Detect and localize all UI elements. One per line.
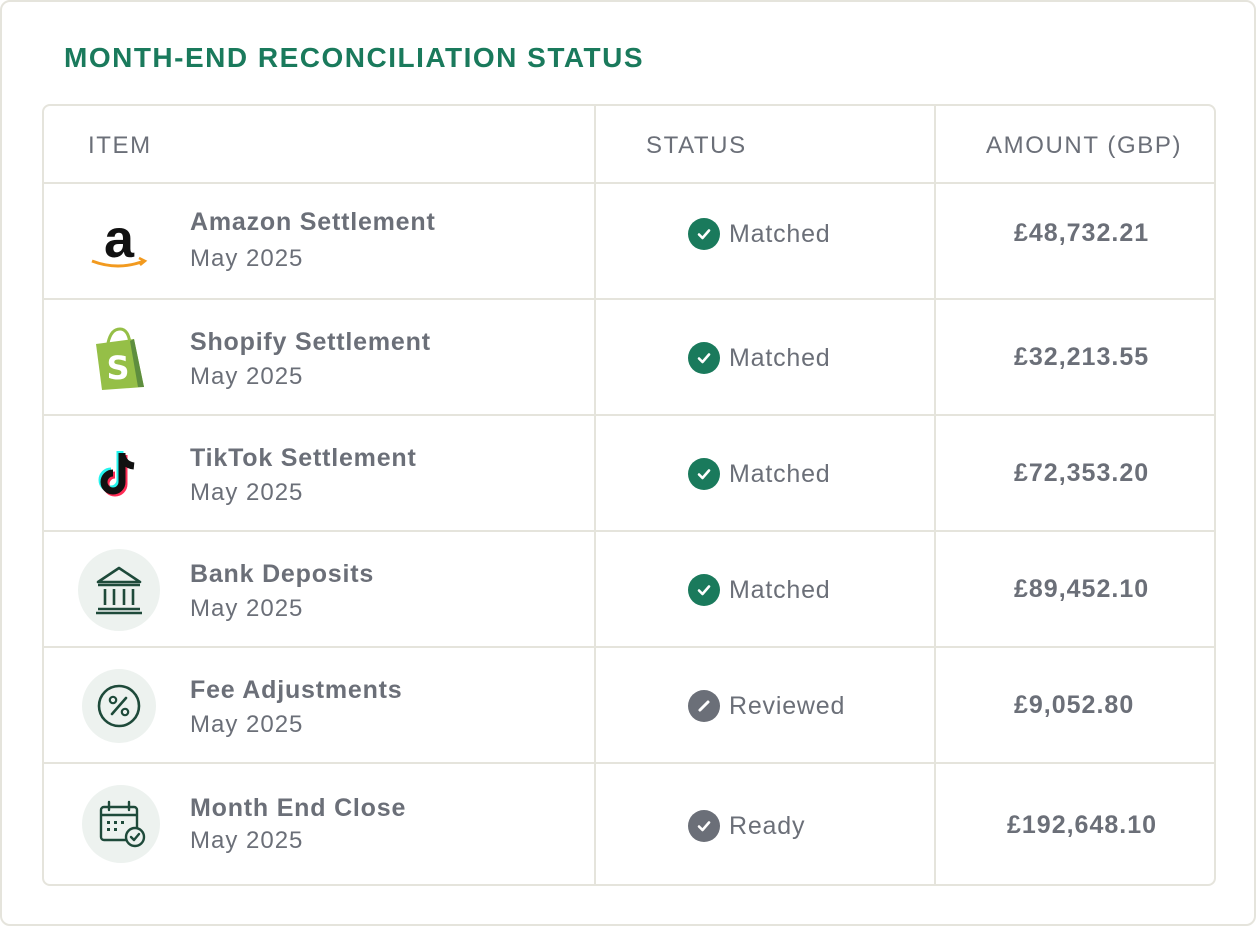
table-row[interactable]: a Amazon Settlement May 2025 Matched £48… [44,184,1214,300]
item-period: May 2025 [190,711,304,738]
item-name: Fee Adjustments [190,676,403,704]
table-row[interactable]: S Shopify Settlement May 2025 Matched £3… [44,300,1214,416]
item-name: Month End Close [190,794,407,822]
status-label: Matched [729,459,831,488]
amazon-logo-icon: a [78,201,160,283]
svg-text:a: a [104,209,135,269]
item-period: May 2025 [190,827,304,854]
status-label: Matched [729,343,831,372]
item-name: Bank Deposits [190,560,375,588]
table-row[interactable]: TikTok Settlement May 2025 Matched £72,3… [44,416,1214,532]
item-amount: £192,648.10 [1007,811,1158,839]
status-label: Reviewed [729,691,846,720]
bank-icon [78,549,160,631]
reconciliation-table: ITEM STATUS AMOUNT (GBP) a Amazon Settle… [42,104,1216,886]
table-row[interactable]: Fee Adjustments May 2025 Reviewed £9,052… [44,648,1214,764]
column-divider [934,106,936,884]
status-badge: Matched [688,218,831,250]
status-label: Ready [729,811,806,840]
tiktok-logo-icon [78,433,160,515]
item-amount: £48,732.21 [1014,219,1150,247]
pencil-circle-icon [688,690,720,722]
item-amount: £72,353.20 [1014,459,1150,487]
table-row[interactable]: Bank Deposits May 2025 Matched £89,452.1… [44,532,1214,648]
status-badge: Reviewed [688,690,845,722]
check-circle-icon [688,342,720,374]
column-header-item[interactable]: ITEM [88,132,152,159]
item-amount: £89,452.10 [1014,575,1150,603]
item-name: Shopify Settlement [190,328,431,356]
status-badge: Matched [688,574,831,606]
check-circle-icon [688,218,720,250]
check-circle-icon [688,574,720,606]
column-divider [594,106,596,884]
status-badge: Matched [688,342,831,374]
status-label: Matched [729,219,831,248]
item-period: May 2025 [190,595,304,622]
item-amount: £9,052.80 [1014,691,1135,719]
item-period: May 2025 [190,363,304,390]
item-name: TikTok Settlement [190,444,417,472]
check-circle-icon [688,458,720,490]
column-header-status[interactable]: STATUS [646,132,747,159]
calendar-check-icon [78,785,160,867]
card-title: MONTH-END RECONCILIATION STATUS [64,42,645,73]
status-label: Matched [729,575,831,604]
percent-icon [78,665,160,747]
shopify-logo-icon: S [78,317,160,399]
item-amount: £32,213.55 [1014,343,1150,371]
item-name: Amazon Settlement [190,208,436,236]
status-badge: Ready [688,810,805,842]
column-header-amount[interactable]: AMOUNT (GBP) [986,132,1183,159]
check-circle-grey-icon [688,810,720,842]
table-header: ITEM STATUS AMOUNT (GBP) [44,106,1214,184]
table-row[interactable]: Month End Close May 2025 Ready £192,648.… [44,764,1214,884]
item-period: May 2025 [190,479,304,506]
item-period: May 2025 [190,245,304,272]
svg-text:S: S [106,349,129,387]
status-badge: Matched [688,458,831,490]
